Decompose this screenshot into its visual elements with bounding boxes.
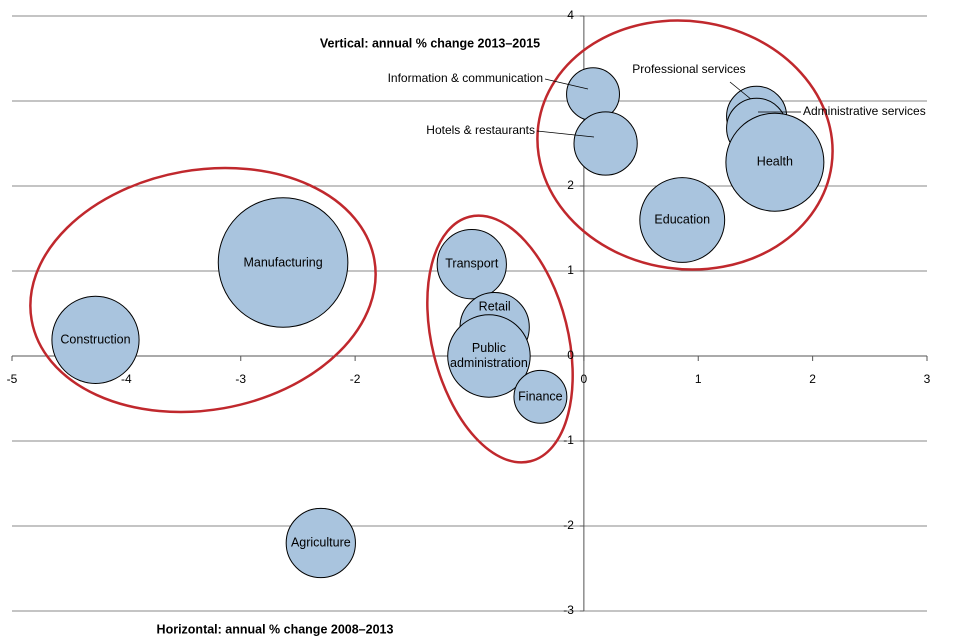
x-tick-label: 1 <box>695 372 702 386</box>
bubble-label: Construction <box>60 332 131 347</box>
bubble-label: Agriculture <box>290 535 351 550</box>
bubble <box>573 111 638 176</box>
bubble <box>513 369 568 424</box>
bubble-label: Health <box>756 154 793 169</box>
x-tick-label: 3 <box>924 372 931 386</box>
leader-line <box>729 81 753 101</box>
cluster-ellipses <box>29 19 834 464</box>
bubble-label: Administrative services <box>803 104 926 118</box>
bubble <box>639 177 726 263</box>
y-tick-label: 2 <box>567 178 574 192</box>
bubble <box>285 507 356 579</box>
x-tick-label: 2 <box>809 372 816 386</box>
bubble <box>51 295 140 384</box>
bubble-label: Education <box>654 212 711 227</box>
cluster-ellipse <box>536 19 834 271</box>
x-tick-label: -3 <box>235 372 246 386</box>
bubble <box>725 112 825 212</box>
x-tick-label: -5 <box>7 372 18 386</box>
cluster-ellipse <box>426 214 574 464</box>
bubble <box>436 229 507 300</box>
bubble-label: Hotels & restaurants <box>426 123 535 137</box>
x-axis-title: Horizontal: annual % change 2008–2013 <box>157 622 394 636</box>
x-tick-label: -4 <box>121 372 132 386</box>
bubble-label: Public administration <box>450 341 528 370</box>
bubble-label: Finance <box>518 389 563 404</box>
bubble-label: Retail <box>478 299 511 314</box>
y-tick-label: -1 <box>563 433 574 447</box>
leader-line <box>536 130 595 138</box>
cluster-ellipse <box>29 166 377 414</box>
bubble-label: Information & communication <box>388 71 543 85</box>
y-tick-label: -2 <box>563 518 574 532</box>
y-axis-title: Vertical: annual % change 2013–2015 <box>320 36 540 50</box>
bubble-label: Transport <box>445 256 499 271</box>
y-tick-label: 0 <box>567 348 574 362</box>
x-tick-label: -2 <box>350 372 361 386</box>
y-tick-label: 1 <box>567 263 574 277</box>
y-tick-label: -3 <box>563 603 574 617</box>
bubble <box>217 197 349 328</box>
bubble-label: Manufacturing <box>243 255 323 269</box>
bubble-label: Professional services <box>632 62 745 76</box>
y-tick-label: 4 <box>567 8 574 22</box>
leader-line <box>544 78 589 90</box>
bubble <box>447 314 531 398</box>
x-tick-label: 0 <box>581 372 588 386</box>
